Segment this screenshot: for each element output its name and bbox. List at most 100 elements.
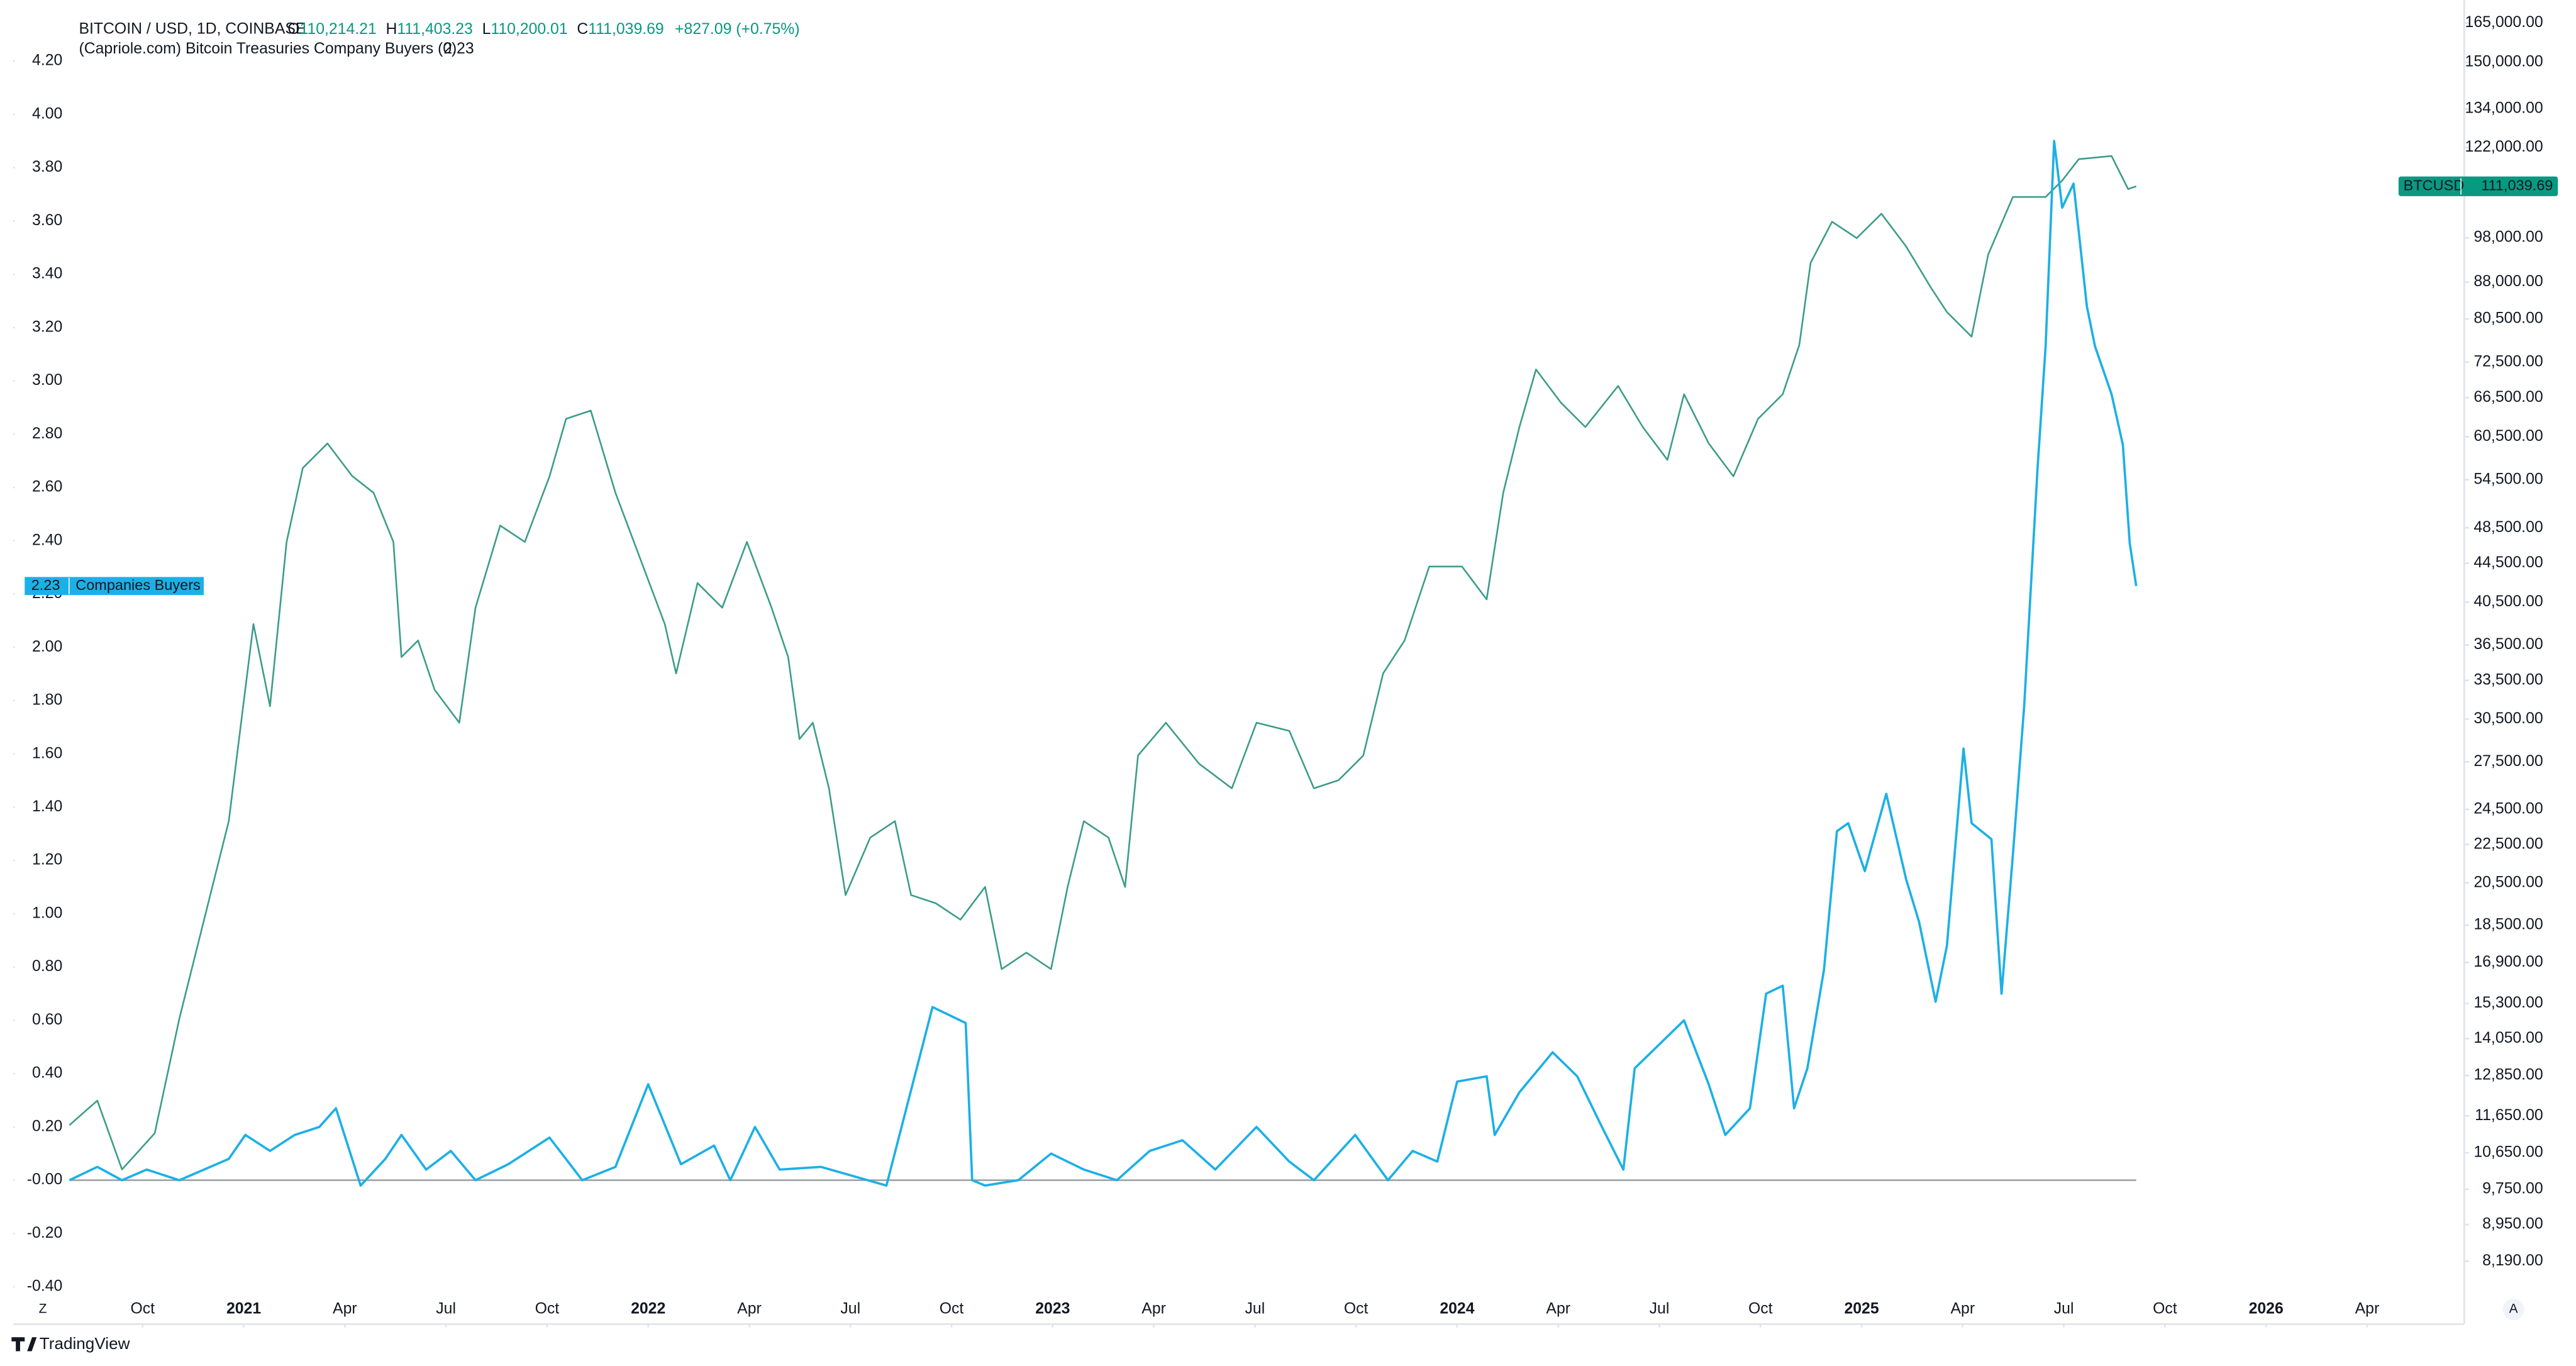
ohlc-value: 110,200.01	[491, 21, 567, 38]
y-tick-label: 1.40	[32, 798, 62, 815]
x-tick-label: Apr	[737, 1300, 762, 1317]
y2-tick-label: 14,050.00	[2473, 1030, 2543, 1047]
y2-tick-label: 40,500.00	[2473, 593, 2543, 610]
x-tick-label: Jul	[1650, 1300, 1670, 1317]
y2-tick-label: 36,500.00	[2473, 636, 2543, 653]
y2-tick-label: 8,950.00	[2482, 1216, 2543, 1233]
x-tick-label: Oct	[1344, 1300, 1368, 1317]
y2-tick-label: 54,500.00	[2473, 470, 2543, 487]
indicator-title: (Capriole.com) Bitcoin Treasuries Compan…	[79, 40, 457, 57]
x-tick-label: Apr	[1951, 1300, 1975, 1317]
y-tick-label: -0.40	[27, 1278, 63, 1295]
y2-tick-label: 165,000.00	[2465, 14, 2543, 31]
y2-tick-label: 122,000.00	[2465, 138, 2543, 155]
y-tick-label: 0.40	[32, 1065, 62, 1082]
y-tick-label: 2.00	[32, 638, 62, 655]
y2-tick-label: 44,500.00	[2473, 554, 2543, 571]
ohlc-key: O	[287, 21, 299, 38]
y-tick-label: 0.60	[32, 1011, 62, 1028]
price-label: BTCUSD 111,039.69	[2398, 176, 2558, 196]
x-tick-label: Oct	[1748, 1300, 1773, 1317]
x-tick-label: Jul	[1245, 1300, 1265, 1317]
y-tick-label: 0.80	[32, 958, 62, 975]
y-tick-label: 3.40	[32, 265, 62, 282]
x-tick-label: Jul	[436, 1300, 456, 1317]
x-tick-label: 2021	[226, 1300, 261, 1317]
ohlc-value: 111,039.69	[588, 21, 663, 38]
y-tick-label: -0.20	[27, 1224, 63, 1241]
ohlc: O110,214.21 H111,403.23 L110,200.01 C111…	[287, 21, 799, 38]
ohlc-key: H	[386, 21, 397, 38]
series-line	[69, 140, 2138, 1187]
brand: TradingView	[11, 1334, 130, 1353]
y2-tick-label: 80,500.00	[2473, 310, 2543, 327]
label-box	[25, 577, 204, 596]
y-tick-label: -0.00	[27, 1171, 63, 1188]
y2-tick-label: 98,000.00	[2473, 229, 2543, 246]
toolbar-right[interactable]: A	[2502, 1298, 2524, 1320]
x-tick-label: Oct	[535, 1300, 560, 1317]
y-tick-label: 3.20	[32, 318, 62, 335]
x-tick-label: 2023	[1035, 1300, 1070, 1317]
y2-tick-label: 8,190.00	[2482, 1252, 2543, 1269]
x-tick-label: Oct	[940, 1300, 964, 1317]
series-name: BTCUSD	[2404, 177, 2465, 193]
change: +827.09 (+0.75%)	[675, 21, 800, 38]
x-tick-label: 2024	[1440, 1300, 1474, 1317]
y2-tick-label: 11,650.00	[2475, 1107, 2543, 1124]
y2-tick-label: 134,000.00	[2465, 100, 2543, 117]
ohlc-key: C	[577, 21, 588, 38]
x-tick-label: Jul	[840, 1300, 860, 1317]
brand-name: TradingView	[40, 1334, 130, 1353]
y2-tick-label: 72,500.00	[2473, 353, 2543, 370]
y-tick-label: 4.20	[32, 52, 62, 69]
y2-tick-label: 12,850.00	[2473, 1067, 2543, 1084]
y2-tick-label: 48,500.00	[2473, 519, 2543, 536]
series-name: Companies Buyers	[75, 577, 201, 593]
button[interactable]: Z	[39, 1301, 47, 1316]
legend-header: BITCOIN / USD, 1D, COINBASE O110,214.21 …	[79, 21, 799, 57]
x-tick-label: Oct	[130, 1300, 155, 1317]
indicator-value: 2.23	[443, 40, 474, 57]
y-tick-label: 0.20	[32, 1118, 62, 1135]
price-label: 2.23 Companies Buyers	[25, 577, 204, 596]
y2-tick-label: 66,500.00	[2473, 389, 2543, 406]
y2-tick-label: 22,500.00	[2473, 835, 2543, 852]
toolbar-left[interactable]: Z	[39, 1301, 47, 1316]
label-box	[2398, 176, 2558, 196]
y2-tick-label: 10,650.00	[2473, 1144, 2543, 1161]
last-value: 2.23	[31, 577, 60, 593]
last-value: 111,039.69	[2481, 177, 2553, 193]
y-tick-label: 1.60	[32, 745, 62, 762]
x-tick-label: Jul	[2054, 1300, 2074, 1317]
y2-tick-label: 150,000.00	[2465, 53, 2543, 70]
y2-tick-label: 15,300.00	[2473, 994, 2543, 1011]
y-tick-label: 1.00	[32, 904, 62, 921]
y2-tick-label: 18,500.00	[2473, 916, 2543, 933]
button-bg	[2502, 1298, 2524, 1320]
ohlc-key: L	[482, 21, 491, 38]
y2-tick-label: 27,500.00	[2473, 753, 2543, 770]
y-tick-label: 3.60	[32, 212, 62, 229]
button[interactable]: A	[2509, 1301, 2518, 1316]
y2-tick-label: 20,500.00	[2473, 874, 2543, 891]
y-tick-label: 2.40	[32, 531, 62, 548]
x-tick-label: 2026	[2249, 1300, 2284, 1317]
y2-tick-label: 9,750.00	[2482, 1180, 2543, 1197]
y2-tick-label: 33,500.00	[2473, 671, 2543, 688]
symbol-title: BITCOIN / USD, 1D, COINBASE	[79, 21, 306, 38]
x-tick-label: Apr	[1141, 1300, 1166, 1317]
series-line	[69, 155, 2137, 1170]
ohlc-value: 111,403.23	[397, 21, 472, 38]
y2-tick-label: 60,500.00	[2473, 428, 2543, 445]
x-tick-label: Apr	[2355, 1300, 2380, 1317]
x-tick-label: Oct	[2153, 1300, 2177, 1317]
y2-tick-label: 30,500.00	[2473, 710, 2543, 727]
x-tick-label: Apr	[333, 1300, 357, 1317]
plot-area: Oct 2021 Apr Jul Oct 2022 Apr Jul Oct 2023 Apr Jul O…	[13, 14, 2543, 1328]
x-tick-label: 2025	[1844, 1300, 1879, 1317]
y-tick-label: 2.60	[32, 479, 62, 496]
